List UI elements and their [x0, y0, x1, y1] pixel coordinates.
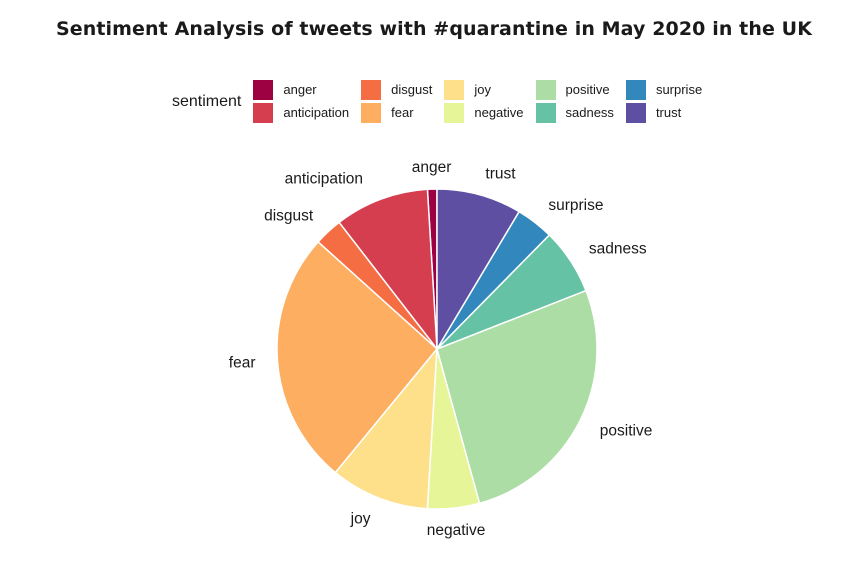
legend-swatch-trust: [625, 102, 646, 123]
legend-swatch-anticipation: [253, 102, 274, 123]
slice-label-disgust: disgust: [264, 208, 314, 225]
legend: sentiment anger anticipation disgust fear jo…: [172, 78, 702, 124]
pie-slice-anticipation: [338, 188, 438, 352]
legend-label-sadness: sadness: [565, 105, 614, 120]
slice-label-anticipation: anticipation: [285, 171, 363, 188]
legend-item-joy: joy: [444, 78, 523, 101]
legend-label-trust: trust: [655, 105, 682, 120]
slice-label-anger: anger: [412, 159, 452, 176]
pie-slice-fear: [276, 240, 439, 474]
legend-swatch-anger: [253, 79, 274, 100]
legend-item-fear: fear: [361, 101, 432, 124]
slice-label-fear: fear: [229, 355, 256, 372]
legend-label-joy: joy: [474, 82, 491, 97]
legend-label-fear: fear: [391, 105, 414, 120]
legend-swatch-disgust: [361, 79, 382, 100]
legend-items: anger anticipation disgust fear joy negative p…: [253, 78, 702, 124]
legend-item-anticipation: anticipation: [253, 101, 349, 124]
legend-swatch-negative: [444, 102, 465, 123]
legend-label-anger: anger: [283, 82, 317, 97]
slice-label-trust: trust: [485, 166, 516, 183]
legend-item-surprise: surprise: [625, 78, 703, 101]
legend-swatch-fear: [361, 102, 382, 123]
legend-label-disgust: disgust: [391, 82, 433, 97]
legend-item-negative: negative: [444, 101, 524, 124]
slice-label-surprise: surprise: [548, 197, 603, 214]
slice-label-joy: joy: [350, 510, 371, 527]
slice-label-positive: positive: [600, 422, 653, 439]
legend-swatch-positive: [535, 79, 556, 100]
legend-item-positive: positive: [535, 78, 614, 101]
legend-swatch-joy: [444, 79, 465, 100]
slice-label-sadness: sadness: [589, 241, 647, 258]
legend-swatch-sadness: [535, 102, 556, 123]
legend-label-surprise: surprise: [655, 82, 703, 97]
legend-label-anticipation: anticipation: [283, 105, 350, 120]
pie-slice-trust: [436, 188, 521, 352]
legend-item-sadness: sadness: [535, 101, 614, 124]
chart-title: Sentiment Analysis of tweets with #quara…: [55, 18, 813, 40]
pie-slice-joy: [334, 346, 438, 510]
legend-label-positive: positive: [565, 82, 610, 97]
legend-title: sentiment: [172, 93, 242, 110]
pie-slice-positive: [436, 289, 598, 505]
slice-label-negative: negative: [427, 522, 486, 539]
legend-item-anger: anger: [253, 78, 349, 101]
legend-item-disgust: disgust: [361, 78, 432, 101]
legend-swatch-surprise: [625, 79, 646, 100]
legend-label-negative: negative: [474, 105, 524, 120]
legend-item-trust: trust: [625, 101, 702, 124]
